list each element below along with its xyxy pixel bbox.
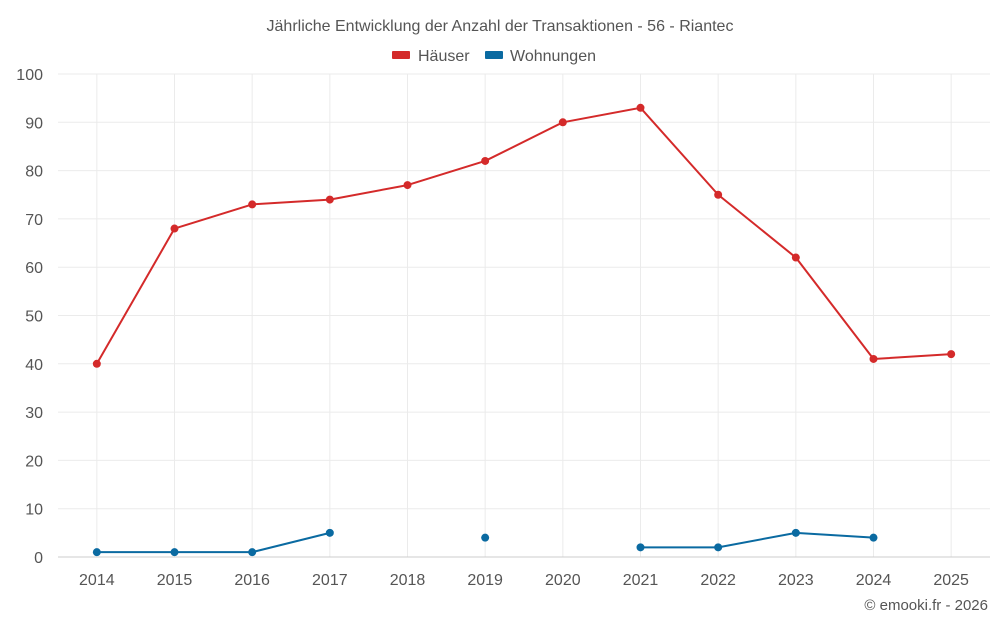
legend-item-haeuser[interactable]: Häuser (392, 48, 470, 65)
y-axis: 0 10 20 30 40 50 60 70 80 90 100 (16, 67, 43, 567)
y-tick-label: 70 (25, 212, 43, 229)
data-point[interactable] (92, 548, 101, 557)
series-haeuser (92, 103, 956, 368)
data-point[interactable] (325, 195, 334, 204)
x-tick-label: 2020 (545, 572, 581, 589)
x-tick-label: 2024 (856, 572, 892, 589)
legend-label: Wohnungen (510, 48, 596, 65)
y-tick-label: 30 (25, 405, 43, 422)
data-point[interactable] (92, 359, 101, 368)
x-tick-label: 2021 (623, 572, 659, 589)
y-tick-label: 60 (25, 260, 43, 277)
x-tick-label: 2015 (157, 572, 193, 589)
legend-item-wohnungen[interactable]: Wohnungen (485, 48, 596, 65)
data-point[interactable] (869, 533, 878, 542)
data-point[interactable] (636, 103, 645, 112)
data-point[interactable] (636, 543, 645, 552)
y-tick-label: 50 (25, 309, 43, 326)
series-line (640, 531, 874, 549)
data-point[interactable] (403, 181, 412, 190)
legend: Häuser Wohnungen (392, 48, 596, 65)
x-tick-label: 2014 (79, 572, 115, 589)
data-point[interactable] (791, 253, 800, 262)
x-tick-label: 2025 (933, 572, 969, 589)
grid (58, 73, 990, 558)
series-wohnungen (92, 528, 878, 557)
data-point[interactable] (869, 354, 878, 363)
y-tick-label: 20 (25, 453, 43, 470)
legend-label: Häuser (418, 48, 470, 65)
data-point[interactable] (170, 548, 179, 557)
y-tick-label: 10 (25, 502, 43, 519)
series-group (92, 103, 956, 557)
x-tick-label: 2023 (778, 572, 814, 589)
x-tick-label: 2019 (467, 572, 503, 589)
series-line (96, 531, 331, 554)
x-tick-label: 2018 (390, 572, 426, 589)
legend-swatch (392, 51, 410, 59)
legend-swatch (485, 51, 503, 59)
x-axis: 2014 2015 2016 2017 2018 2019 2020 2021 2022 2023… (79, 572, 969, 589)
credit: © emooki.fr - 2026 (864, 597, 988, 614)
data-point[interactable] (558, 118, 567, 127)
y-tick-label: 40 (25, 357, 43, 374)
data-point[interactable] (325, 528, 334, 537)
data-point[interactable] (791, 528, 800, 537)
data-point[interactable] (714, 543, 723, 552)
chart-title: Jährliche Entwicklung der Anzahl der Tra… (267, 18, 734, 35)
x-tick-label: 2016 (234, 572, 270, 589)
x-tick-label: 2022 (700, 572, 736, 589)
y-tick-label: 80 (25, 164, 43, 181)
data-point[interactable] (481, 156, 490, 165)
data-point[interactable] (947, 350, 956, 359)
x-tick-label: 2017 (312, 572, 348, 589)
data-point[interactable] (170, 224, 179, 233)
data-point[interactable] (248, 548, 257, 557)
data-point[interactable] (248, 200, 257, 209)
data-point[interactable] (714, 190, 723, 199)
data-point[interactable] (481, 533, 490, 542)
y-tick-label: 90 (25, 115, 43, 132)
y-tick-label: 100 (16, 67, 43, 84)
y-tick-label: 0 (34, 550, 43, 567)
series-line (95, 106, 952, 365)
